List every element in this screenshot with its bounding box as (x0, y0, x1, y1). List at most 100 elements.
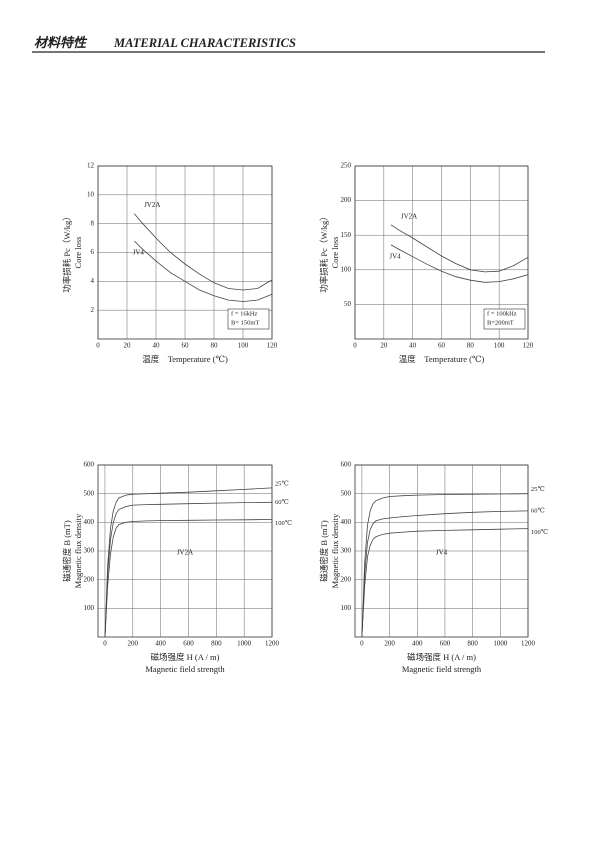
y-tick-label: 250 (341, 162, 352, 170)
x-tick-label: 120 (523, 342, 534, 350)
x-axis-label: 温度 Temperature (℃) (142, 354, 228, 364)
annotation: B=200mT (487, 319, 514, 326)
y-tick-label: 600 (341, 461, 352, 469)
x-tick-label: 600 (183, 640, 194, 648)
x-tick-label: 200 (384, 640, 395, 648)
x-tick-label: 20 (380, 342, 388, 350)
y-tick-label: 4 (91, 277, 95, 285)
x-axis-label: Magnetic field strength (402, 664, 482, 674)
header-en: MATERIAL CHARACTERISTICS (113, 36, 296, 50)
y-tick-label: 6 (91, 248, 95, 256)
x-tick-label: 1200 (521, 640, 536, 648)
x-tick-label: 400 (155, 640, 166, 648)
curve-label: 60℃ (275, 498, 289, 506)
annotation: f = 16kHz (231, 310, 258, 317)
x-tick-label: 40 (409, 342, 417, 350)
y-axis-label: Core loss (73, 237, 83, 269)
curve-label: JV4 (389, 252, 401, 260)
y-tick-label: 300 (84, 547, 95, 555)
x-axis-label: 磁场强度 H (A / m) (407, 652, 476, 662)
curve (104, 487, 273, 638)
x-tick-label: 120 (267, 342, 278, 350)
y-tick-label: 8 (91, 219, 95, 227)
chart-label: JV2A (177, 549, 193, 557)
y-axis-label: 磁通密度 B (mT) (319, 520, 329, 582)
y-tick-label: 200 (341, 196, 352, 204)
y-tick-label: 500 (341, 489, 352, 497)
curve-label: 100℃ (275, 519, 292, 527)
chart-label: JV4 (436, 549, 448, 557)
x-tick-label: 800 (467, 640, 478, 648)
header-cn: 材料特性 (34, 35, 88, 50)
y-tick-label: 100 (341, 265, 352, 273)
y-tick-label: 10 (87, 190, 95, 198)
y-tick-label: 100 (341, 604, 352, 612)
y-tick-label: 300 (341, 547, 352, 555)
x-tick-label: 20 (124, 342, 132, 350)
annotation-box (227, 308, 270, 330)
y-tick-label: 2 (91, 306, 95, 314)
x-tick-label: 60 (438, 342, 446, 350)
x-tick-label: 100 (494, 342, 505, 350)
x-axis-label: Magnetic field strength (145, 664, 225, 674)
curve (361, 528, 529, 638)
x-tick-label: 800 (211, 640, 222, 648)
x-tick-label: 40 (153, 342, 161, 350)
curve (104, 519, 273, 638)
curve (133, 213, 273, 291)
plot-frame (97, 165, 273, 340)
x-axis-label: 磁场强度 H (A / m) (151, 652, 220, 662)
y-tick-label: 400 (84, 518, 95, 526)
y-axis-label: Core loss (330, 237, 340, 269)
y-tick-label: 50 (344, 300, 352, 308)
x-tick-label: 0 (353, 342, 357, 350)
y-axis-label: 功率损耗 Pc（W/kg） (62, 212, 72, 293)
y-axis-label: 功率损耗 Pc（W/kg） (319, 212, 329, 293)
annotation: B= 150mT (231, 319, 259, 326)
x-tick-label: 0 (96, 342, 100, 350)
curve (361, 510, 529, 638)
curve-label: JV2A (401, 212, 417, 220)
x-tick-label: 1000 (493, 640, 508, 648)
x-tick-label: 400 (412, 640, 423, 648)
x-axis-label: 温度 Temperature (℃) (399, 354, 485, 364)
x-tick-label: 1000 (237, 640, 252, 648)
y-tick-label: 600 (84, 461, 95, 469)
curve (134, 240, 273, 302)
plot-frame (354, 464, 529, 638)
y-axis-label: Magnetic flux density (330, 513, 340, 588)
x-tick-label: 0 (103, 640, 107, 648)
annotation-box (483, 308, 526, 330)
y-tick-label: 150 (341, 231, 352, 239)
y-tick-label: 12 (87, 162, 95, 170)
plot-frame (354, 165, 529, 340)
x-tick-label: 100 (238, 342, 249, 350)
curve-label: 100℃ (531, 528, 548, 536)
curve (390, 244, 529, 283)
curve-label: 25℃ (275, 479, 289, 487)
curve (104, 501, 273, 638)
curve-label: 25℃ (531, 485, 545, 493)
curve (390, 224, 529, 273)
y-axis-label: Magnetic flux density (73, 513, 83, 588)
x-tick-label: 60 (182, 342, 190, 350)
y-axis-label: 磁通密度 B (mT) (62, 520, 72, 582)
curve (361, 493, 529, 638)
annotation: f = 100kHz (487, 310, 517, 317)
y-tick-label: 200 (84, 575, 95, 583)
curve-label: JV2A (144, 201, 160, 209)
x-tick-label: 80 (467, 342, 475, 350)
x-tick-label: 600 (440, 640, 451, 648)
x-tick-label: 200 (128, 640, 139, 648)
y-tick-label: 100 (84, 604, 95, 612)
x-tick-label: 0 (360, 640, 364, 648)
x-tick-label: 80 (211, 342, 219, 350)
y-tick-label: 500 (84, 489, 95, 497)
y-tick-label: 400 (341, 518, 352, 526)
curve-label: 60℃ (531, 506, 545, 514)
curve-label: JV4 (133, 249, 145, 257)
y-tick-label: 200 (341, 575, 352, 583)
x-tick-label: 1200 (265, 640, 280, 648)
plot-frame (97, 464, 273, 638)
